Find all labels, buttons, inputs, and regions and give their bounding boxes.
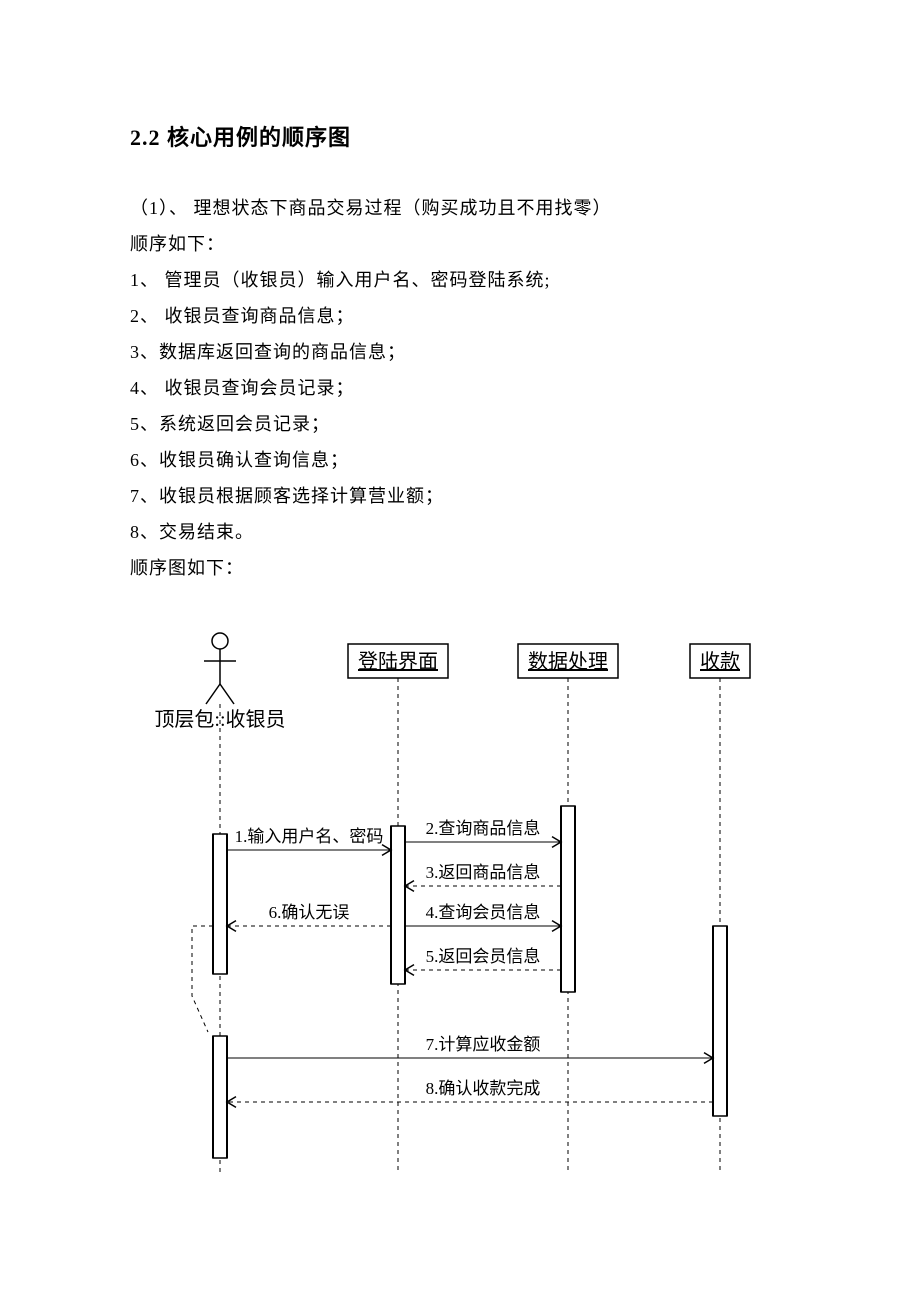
svg-text:登陆界面: 登陆界面 xyxy=(358,650,438,673)
step-5: 5、系统返回会员记录； xyxy=(130,406,790,442)
svg-text:4.查询会员信息: 4.查询会员信息 xyxy=(426,903,541,922)
step-6: 6、收银员确认查询信息； xyxy=(130,442,790,478)
svg-text:数据处理: 数据处理 xyxy=(528,650,608,673)
sequence-diagram: 顶层包::收银员 登陆界面 数据处理 收款1.输入用户名、密码 2.查询商品信息3.返回… xyxy=(130,626,790,1191)
svg-text:1.输入用户名、密码: 1.输入用户名、密码 xyxy=(235,827,384,846)
step-4: 4、 收银员查询会员记录； xyxy=(130,370,790,406)
diagram-label: 顺序图如下： xyxy=(130,550,790,586)
svg-text:收款: 收款 xyxy=(700,650,740,673)
svg-text:8.确认收款完成: 8.确认收款完成 xyxy=(426,1079,541,1098)
svg-text:7.计算应收金额: 7.计算应收金额 xyxy=(426,1035,541,1054)
svg-text:6.确认无误: 6.确认无误 xyxy=(269,903,350,922)
section-heading: 2.2 核心用例的顺序图 xyxy=(130,120,790,152)
step-8: 8、交易结束。 xyxy=(130,514,790,550)
step-2: 2、 收银员查询商品信息； xyxy=(130,298,790,334)
step-7: 7、收银员根据顾客选择计算营业额； xyxy=(130,478,790,514)
case-line: （1）、 理想状态下商品交易过程（购买成功且不用找零） xyxy=(130,190,790,226)
step-1: 1、 管理员（收银员）输入用户名、密码登陆系统; xyxy=(130,262,790,298)
svg-text:2.查询商品信息: 2.查询商品信息 xyxy=(426,819,541,838)
svg-text:顶层包::收银员: 顶层包::收银员 xyxy=(154,708,285,731)
step-3: 3、数据库返回查询的商品信息； xyxy=(130,334,790,370)
svg-text:5.返回会员信息: 5.返回会员信息 xyxy=(426,947,541,966)
order-label: 顺序如下： xyxy=(130,226,790,262)
svg-text:3.返回商品信息: 3.返回商品信息 xyxy=(426,863,541,882)
